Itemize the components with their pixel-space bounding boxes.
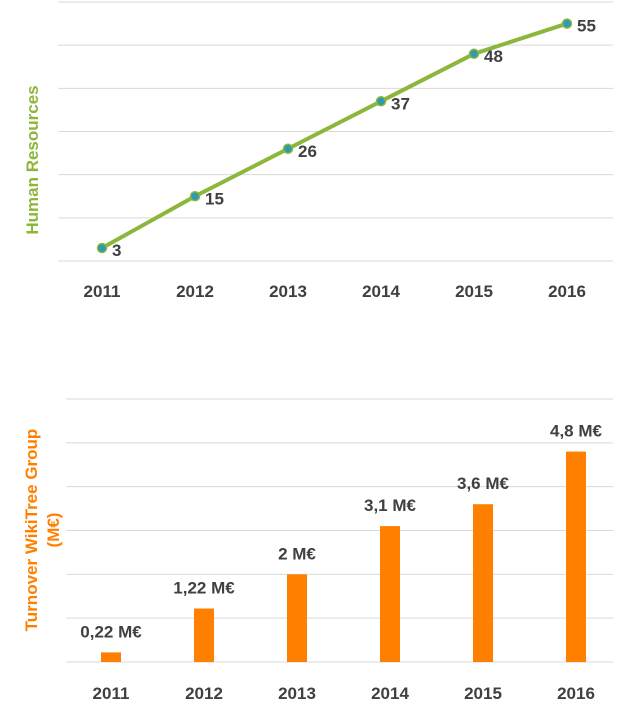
data-label: 37 xyxy=(391,94,410,113)
x-tick-label: 2011 xyxy=(84,282,121,301)
bar-chart: 0,22 M€ 1,22 M€ 2 M€ 3,1 M€ 3,6 M€ 4,8 M€ 2011… xyxy=(22,398,613,703)
line-chart: 3 15 26 37 48 55 2011 2012 2013 2014 2015 2016 Human… xyxy=(23,1,613,301)
data-label: 0,22 M€ xyxy=(80,622,142,641)
series-line xyxy=(101,21,568,250)
data-label: 48 xyxy=(484,47,503,66)
data-label: 55 xyxy=(577,17,596,36)
data-label: 4,8 M€ xyxy=(550,422,603,441)
y-axis-label-line: Turnover WikiTree Group xyxy=(22,429,41,632)
data-label: 3,1 M€ xyxy=(364,496,417,515)
x-tick-label: 2013 xyxy=(278,684,316,703)
data-label: 26 xyxy=(298,142,317,161)
data-point xyxy=(96,242,108,254)
x-tick-label: 2016 xyxy=(548,282,586,301)
y-axis-label: Human Resources xyxy=(23,85,42,234)
bar xyxy=(194,608,214,662)
data-label: 1,22 M€ xyxy=(173,579,235,598)
data-point xyxy=(282,143,294,155)
bar xyxy=(380,526,400,662)
data-label: 15 xyxy=(205,189,224,208)
x-tick-label: 2014 xyxy=(362,282,400,301)
bar xyxy=(566,451,586,662)
data-point xyxy=(468,48,480,60)
x-tick-label: 2012 xyxy=(185,684,223,703)
bar xyxy=(473,504,493,662)
bar xyxy=(101,652,121,662)
data-point xyxy=(375,96,387,107)
y-axis-label: Turnover WikiTree Group (M€) xyxy=(22,429,63,632)
x-tick-label: 2014 xyxy=(371,684,409,703)
y-axis-label-line: (M€) xyxy=(44,513,63,548)
x-tick-label: 2012 xyxy=(176,282,214,301)
x-tick-label: 2015 xyxy=(455,282,493,301)
x-tick-label: 2016 xyxy=(557,684,595,703)
data-point xyxy=(561,18,573,29)
data-label: 2 M€ xyxy=(278,544,316,563)
bar xyxy=(287,574,307,662)
data-label: 3 xyxy=(112,241,121,260)
x-tick-label: 2015 xyxy=(464,684,502,703)
data-label: 3,6 M€ xyxy=(457,474,510,493)
x-tick-label: 2013 xyxy=(269,282,307,301)
x-tick-label: 2011 xyxy=(93,684,130,703)
data-point xyxy=(189,191,201,202)
